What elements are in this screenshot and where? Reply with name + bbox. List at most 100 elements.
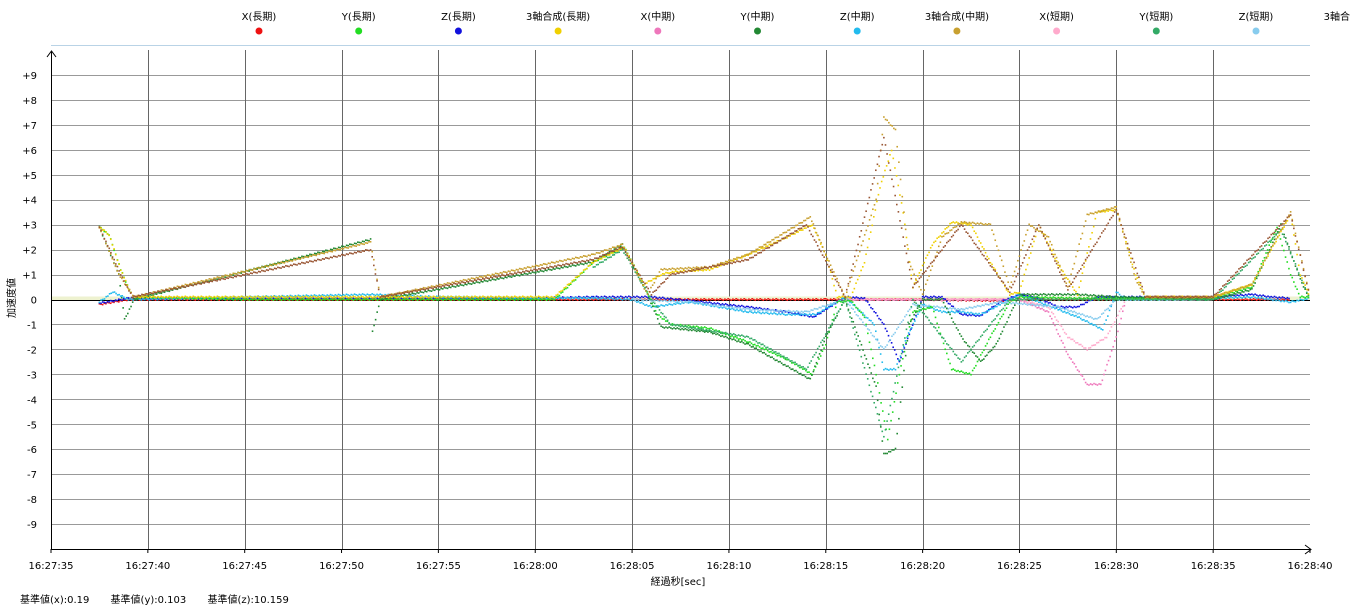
data-point xyxy=(1228,297,1231,299)
data-point xyxy=(528,272,531,274)
data-point xyxy=(357,298,360,300)
data-point xyxy=(387,299,390,301)
data-point xyxy=(989,300,992,303)
data-point xyxy=(950,317,953,320)
data-point xyxy=(732,338,735,340)
data-point xyxy=(1054,307,1056,310)
chart-axes xyxy=(46,50,1312,555)
data-point xyxy=(862,314,864,316)
data-point xyxy=(690,329,693,332)
data-point xyxy=(913,298,915,300)
data-point xyxy=(122,298,125,301)
data-point xyxy=(844,298,846,301)
data-point xyxy=(891,368,893,371)
data-point xyxy=(863,297,866,299)
data-point xyxy=(1129,296,1132,299)
data-point xyxy=(745,307,748,310)
data-point xyxy=(307,298,310,300)
data-point xyxy=(794,361,796,364)
data-point xyxy=(1121,310,1124,313)
data-point xyxy=(267,295,269,298)
data-point xyxy=(466,299,468,301)
data-point xyxy=(965,355,967,357)
data-point xyxy=(703,326,706,328)
data-point xyxy=(962,359,964,362)
data-point xyxy=(446,296,449,299)
data-point xyxy=(1117,296,1119,298)
data-point xyxy=(923,305,926,308)
data-point xyxy=(716,302,719,304)
data-point xyxy=(900,365,902,367)
data-point xyxy=(1110,326,1113,328)
data-point xyxy=(431,298,433,301)
data-point xyxy=(1106,363,1108,366)
data-point xyxy=(1145,299,1148,301)
data-point xyxy=(1048,298,1051,301)
data-point xyxy=(693,299,696,301)
data-point xyxy=(833,303,835,305)
data-point xyxy=(881,361,884,364)
data-point xyxy=(103,230,106,233)
data-point xyxy=(803,312,806,315)
data-point xyxy=(960,311,963,314)
data-point xyxy=(915,311,917,314)
data-point xyxy=(1007,300,1009,302)
data-point xyxy=(400,297,402,300)
data-point xyxy=(718,304,721,307)
data-point xyxy=(747,341,750,344)
data-point xyxy=(533,271,535,274)
data-point xyxy=(1038,296,1040,299)
data-point xyxy=(556,299,558,301)
data-point xyxy=(949,362,951,365)
data-point xyxy=(884,327,887,330)
data-point xyxy=(653,310,656,312)
data-point xyxy=(501,277,503,279)
data-point xyxy=(852,320,855,323)
data-point xyxy=(1061,299,1064,301)
data-point xyxy=(1017,302,1019,305)
data-point xyxy=(302,294,305,297)
data-point xyxy=(774,353,777,356)
data-point xyxy=(720,332,722,335)
data-point xyxy=(865,298,867,300)
data-point xyxy=(816,363,819,365)
data-point xyxy=(768,351,771,353)
data-point xyxy=(1069,299,1071,301)
data-point xyxy=(723,336,725,338)
data-point xyxy=(746,299,749,301)
data-point xyxy=(887,334,890,337)
data-point xyxy=(952,311,955,313)
data-point xyxy=(653,299,656,301)
legend-marker xyxy=(654,27,662,35)
data-point xyxy=(546,297,548,300)
data-point xyxy=(341,245,343,248)
data-point xyxy=(875,312,877,314)
data-point xyxy=(1081,298,1084,300)
data-point xyxy=(876,299,878,301)
data-point xyxy=(1126,297,1129,299)
data-point xyxy=(360,299,363,301)
data-point xyxy=(453,299,456,301)
data-point xyxy=(245,298,248,300)
data-point xyxy=(999,304,1001,306)
data-point xyxy=(808,313,811,315)
data-point xyxy=(1029,294,1032,297)
data-point xyxy=(608,298,611,300)
data-point xyxy=(569,283,572,286)
data-point xyxy=(813,354,816,356)
data-point xyxy=(424,290,426,293)
data-point xyxy=(1267,298,1269,301)
data-point xyxy=(1137,298,1140,300)
data-point xyxy=(205,298,208,300)
data-point xyxy=(1036,299,1039,302)
data-point xyxy=(98,302,101,305)
data-point xyxy=(1254,298,1256,301)
data-point xyxy=(1050,297,1053,299)
data-point xyxy=(130,305,132,308)
data-point xyxy=(882,298,885,301)
data-point xyxy=(1299,296,1302,299)
data-point xyxy=(426,298,428,300)
data-point xyxy=(1305,298,1308,301)
data-point xyxy=(649,304,651,307)
data-point xyxy=(1080,298,1083,301)
